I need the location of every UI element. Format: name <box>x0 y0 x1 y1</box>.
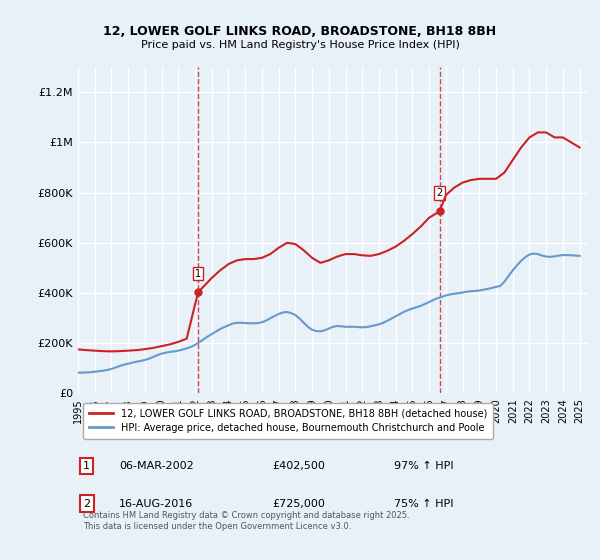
Text: 06-MAR-2002: 06-MAR-2002 <box>119 461 194 471</box>
Legend: 12, LOWER GOLF LINKS ROAD, BROADSTONE, BH18 8BH (detached house), HPI: Average p: 12, LOWER GOLF LINKS ROAD, BROADSTONE, B… <box>83 403 493 439</box>
Text: 75% ↑ HPI: 75% ↑ HPI <box>394 498 454 508</box>
Text: 12, LOWER GOLF LINKS ROAD, BROADSTONE, BH18 8BH: 12, LOWER GOLF LINKS ROAD, BROADSTONE, B… <box>103 25 497 38</box>
Text: 1: 1 <box>195 269 201 278</box>
Text: 16-AUG-2016: 16-AUG-2016 <box>119 498 193 508</box>
Text: 97% ↑ HPI: 97% ↑ HPI <box>394 461 454 471</box>
Text: 1: 1 <box>83 461 90 471</box>
Text: £725,000: £725,000 <box>272 498 325 508</box>
Text: Price paid vs. HM Land Registry's House Price Index (HPI): Price paid vs. HM Land Registry's House … <box>140 40 460 50</box>
Text: £402,500: £402,500 <box>272 461 325 471</box>
Text: Contains HM Land Registry data © Crown copyright and database right 2025.
This d: Contains HM Land Registry data © Crown c… <box>83 511 410 530</box>
Text: 2: 2 <box>83 498 90 508</box>
Text: 2: 2 <box>436 188 443 198</box>
